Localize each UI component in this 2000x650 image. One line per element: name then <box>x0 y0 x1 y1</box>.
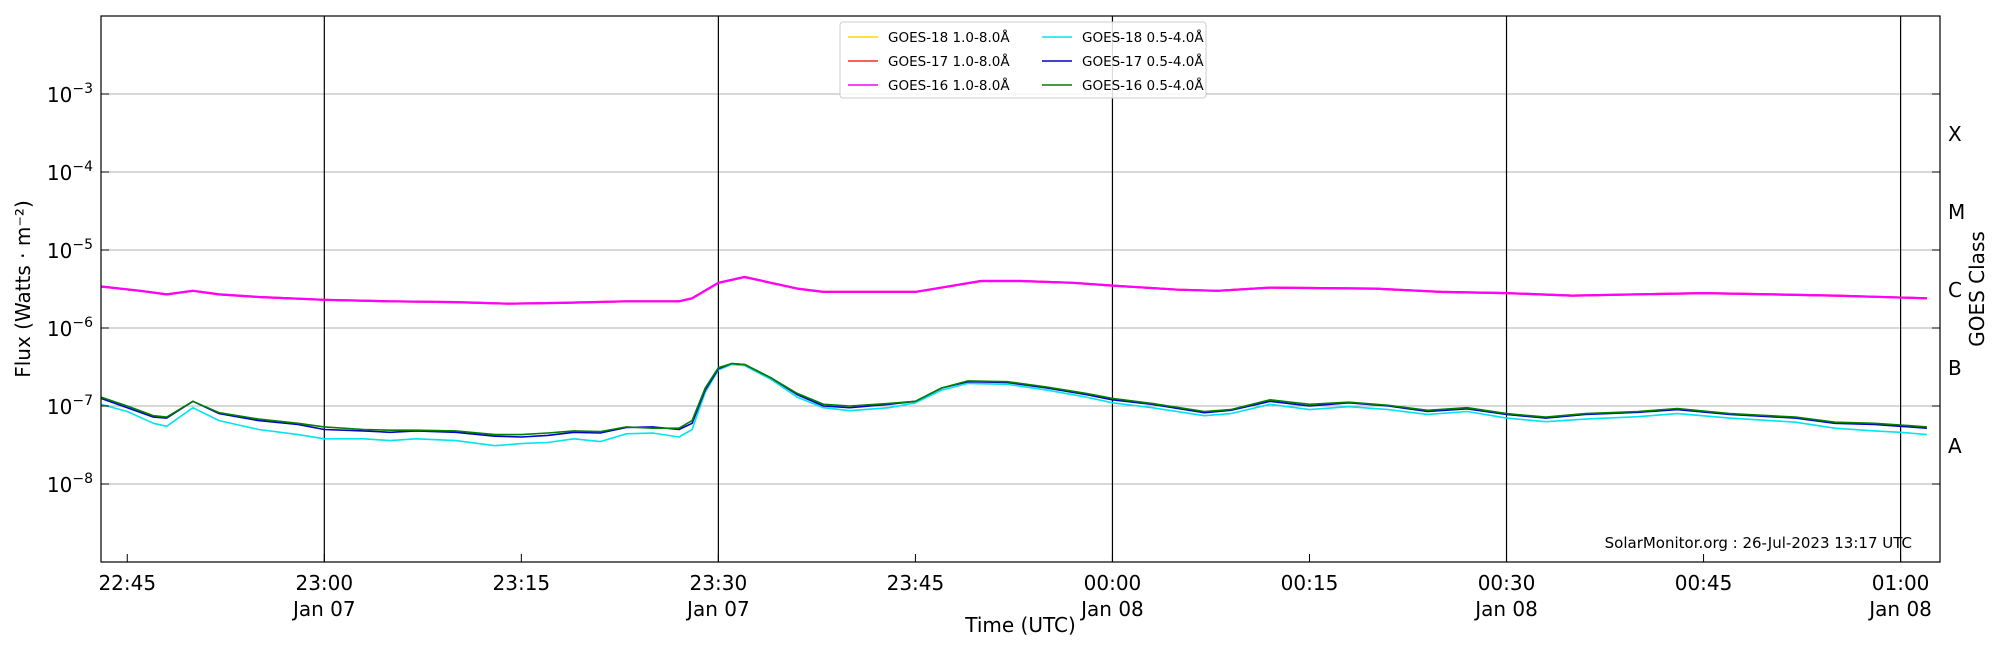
x-tick-label: 00:15 <box>1281 571 1339 595</box>
legend-label: GOES-17 1.0-8.0Å <box>888 53 1010 70</box>
goes-class-label: B <box>1948 356 1962 380</box>
legend-label: GOES-18 1.0-8.0Å <box>888 29 1010 46</box>
legend-label: GOES-17 0.5-4.0Å <box>1082 53 1204 70</box>
y-tick-exponent: −6 <box>72 315 93 331</box>
credit-text: SolarMonitor.org : 26-Jul-2023 13:17 UTC <box>1605 534 1912 552</box>
series-layer <box>100 275 1927 447</box>
y-axis-label: Flux (Watts · m⁻²) <box>11 200 35 378</box>
x-tick-label: 22:45 <box>98 571 156 595</box>
y-tick-base: 10 <box>47 317 72 341</box>
y-ticks: 10−310−410−510−610−710−8 <box>47 81 1940 497</box>
grid-layer <box>101 93 1940 485</box>
x-tick-label: 23:30 <box>690 571 748 595</box>
legend-label: GOES-18 0.5-4.0Å <box>1082 29 1204 46</box>
y-tick-base: 10 <box>47 473 72 497</box>
y-tick-label: 10−8 <box>47 471 93 497</box>
series-line-3 <box>100 363 1927 447</box>
y-tick-base: 10 <box>47 83 72 107</box>
y-tick-exponent: −8 <box>72 471 93 487</box>
legend-box <box>839 21 1207 99</box>
x-tick-sublabel: Jan 07 <box>685 597 750 621</box>
plot-frame <box>100 15 1941 563</box>
y-tick-base: 10 <box>47 161 72 185</box>
y-tick-label: 10−3 <box>47 81 93 107</box>
goes-class-labels: X M C B A <box>1948 122 1965 458</box>
x-axis-label: Time (UTC) <box>964 613 1076 637</box>
y-tick-exponent: −5 <box>72 237 93 253</box>
y2-axis-label: GOES Class <box>1965 231 1989 347</box>
series-line-5 <box>100 362 1927 436</box>
series-line-2 <box>100 275 1927 305</box>
y-tick-base: 10 <box>47 239 72 263</box>
x-tick-label: 23:00 <box>295 571 353 595</box>
goes-class-label: C <box>1948 278 1962 302</box>
y-tick-label: 10−4 <box>47 159 93 185</box>
y-tick-exponent: −3 <box>72 81 93 97</box>
x-tick-sublabel: Jan 08 <box>1079 597 1144 621</box>
legend: GOES-18 1.0-8.0Å GOES-17 1.0-8.0Å GOES-16 … <box>839 21 1207 99</box>
x-tick-label: 23:45 <box>887 571 945 595</box>
y-tick-label: 10−6 <box>47 315 93 341</box>
y-tick-exponent: −7 <box>72 393 93 409</box>
x-tick-label: 00:00 <box>1084 571 1142 595</box>
legend-label: GOES-16 1.0-8.0Å <box>888 77 1010 94</box>
goes-class-label: A <box>1948 434 1962 458</box>
y-tick-label: 10−7 <box>47 393 93 419</box>
x-tick-sublabel: Jan 07 <box>291 597 356 621</box>
goes-class-label: X <box>1948 122 1962 146</box>
y-tick-label: 10−5 <box>47 237 93 263</box>
legend-label: GOES-16 0.5-4.0Å <box>1082 77 1204 94</box>
y-tick-exponent: −4 <box>72 159 93 175</box>
series-line-4 <box>100 362 1927 438</box>
x-tick-label: 01:00 <box>1872 571 1930 595</box>
x-tick-label: 00:45 <box>1675 571 1733 595</box>
y-tick-base: 10 <box>47 395 72 419</box>
x-tick-label: 23:15 <box>493 571 551 595</box>
vertical-lines-layer <box>323 16 1902 562</box>
goes-class-label: M <box>1948 200 1965 224</box>
x-tick-sublabel: Jan 08 <box>1473 597 1538 621</box>
x-tick-label: 00:30 <box>1478 571 1536 595</box>
x-tick-sublabel: Jan 08 <box>1867 597 1932 621</box>
